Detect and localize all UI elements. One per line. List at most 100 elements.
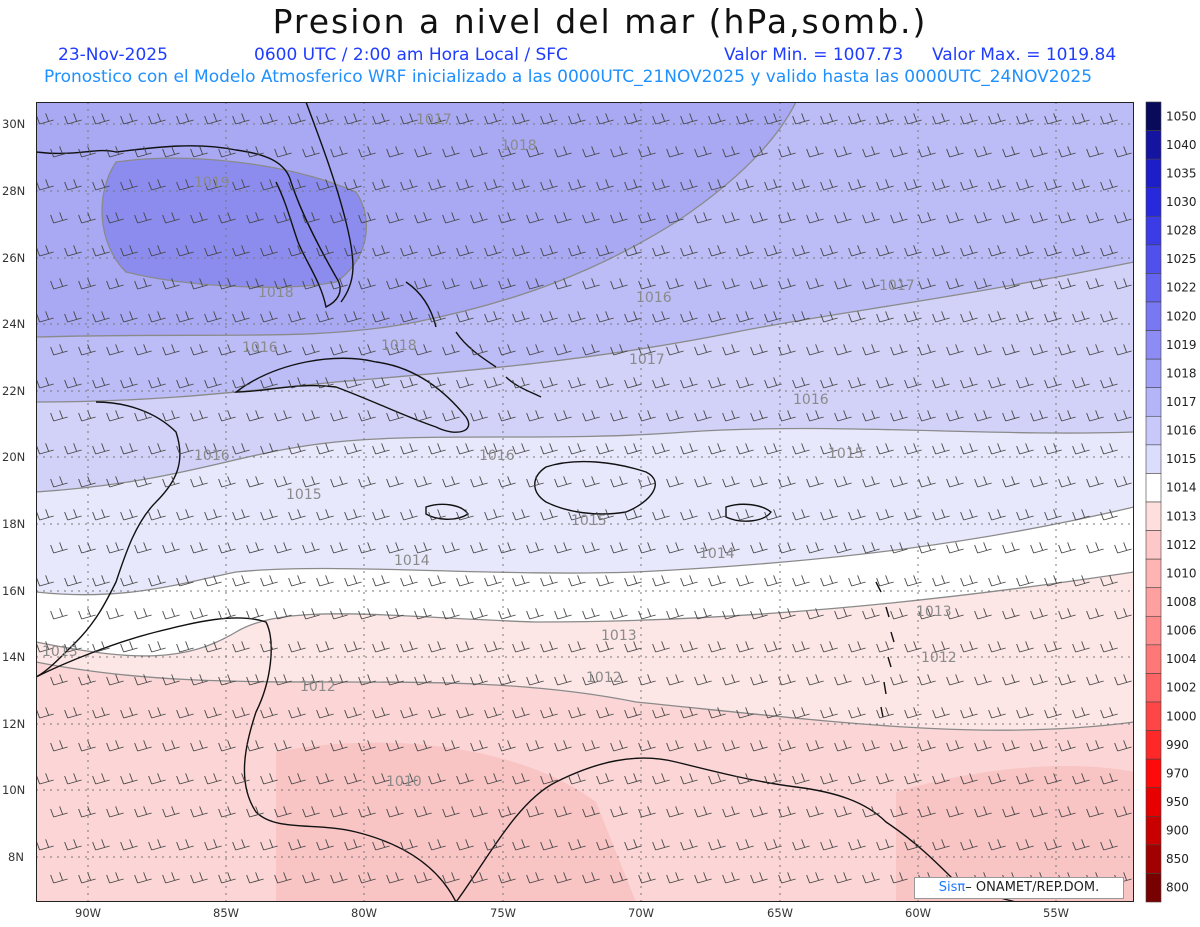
wind-barb: [386, 344, 404, 356]
wind-barb: [330, 212, 348, 224]
wind-barb: [442, 608, 460, 620]
colorbar-cell: [1145, 244, 1162, 274]
wind-barb: [988, 311, 1006, 323]
wind-barb: [232, 311, 250, 323]
wind-barb: [274, 212, 292, 224]
wind-barb: [848, 641, 866, 653]
wind-barb: [134, 740, 152, 752]
wind-barb: [652, 707, 670, 719]
wind-barb: [120, 377, 138, 389]
wind-barb: [1030, 608, 1048, 620]
wind-barb: [988, 839, 1006, 851]
wind-barb: [666, 476, 684, 488]
wind-barb: [512, 509, 530, 521]
wind-barb: [470, 806, 488, 818]
wind-barb: [974, 740, 992, 752]
wind-barb: [92, 245, 110, 257]
wind-barb: [596, 443, 614, 455]
wind-barb: [134, 542, 152, 554]
wind-barb: [792, 575, 810, 587]
wind-barb: [778, 740, 796, 752]
wind-barb: [232, 707, 250, 719]
wind-barb: [820, 575, 838, 587]
contour-label: 1012: [586, 670, 622, 686]
wind-barb: [862, 344, 880, 356]
wind-barb: [260, 443, 278, 455]
wind-barb: [428, 509, 446, 521]
wind-barb: [708, 113, 726, 125]
colorbar-cell: [1145, 101, 1162, 131]
colorbar-cell: [1145, 358, 1162, 389]
wind-barbs: [36, 113, 1132, 884]
wind-barb: [848, 311, 866, 323]
wind-barb: [50, 212, 68, 224]
wind-barb: [162, 872, 180, 884]
wind-barb: [1030, 806, 1048, 818]
wind-barb: [498, 476, 516, 488]
wind-barb: [176, 509, 194, 521]
colorbar-label: 800: [1166, 881, 1189, 895]
colorbar-label: 1013: [1166, 509, 1197, 523]
wind-barb: [106, 212, 124, 224]
wind-barb: [610, 674, 628, 686]
wind-barb: [1114, 740, 1132, 752]
wind-barb: [190, 542, 208, 554]
wind-barb: [820, 773, 838, 785]
wind-barb: [414, 278, 432, 290]
wind-barb: [736, 311, 754, 323]
wind-barb: [50, 146, 68, 158]
wind-barb: [484, 773, 502, 785]
wind-barb: [190, 608, 208, 620]
wind-barb: [568, 773, 586, 785]
wind-barb: [316, 575, 334, 587]
wind-barb: [386, 476, 404, 488]
wind-barb: [750, 146, 768, 158]
wind-barb: [554, 872, 572, 884]
wind-barb: [806, 410, 824, 422]
wind-barb: [974, 278, 992, 290]
wind-barb: [890, 344, 908, 356]
wind-barb: [414, 872, 432, 884]
wind-barb: [232, 113, 250, 125]
wind-barb: [484, 641, 502, 653]
wind-barb: [498, 344, 516, 356]
wind-barb: [918, 410, 936, 422]
wind-barb: [1100, 575, 1118, 587]
wind-barb: [456, 179, 474, 191]
wind-barb: [1030, 212, 1048, 224]
wind-barb: [316, 641, 334, 653]
wind-barb: [344, 443, 362, 455]
wind-barb: [1100, 707, 1118, 719]
wind-barb: [372, 179, 390, 191]
wind-barb: [176, 575, 194, 587]
wind-barb: [456, 113, 474, 125]
wind-barb: [106, 872, 124, 884]
wind-barb: [260, 311, 278, 323]
wind-barb: [708, 377, 726, 389]
wind-barb: [680, 443, 698, 455]
wind-barb: [1016, 113, 1034, 125]
wind-barb: [148, 245, 166, 257]
contour-label: 1013: [916, 604, 952, 620]
wind-barb: [456, 311, 474, 323]
wind-barb: [862, 872, 880, 884]
wind-barb: [694, 608, 712, 620]
wind-barb: [330, 146, 348, 158]
wind-barb: [246, 410, 264, 422]
wind-barb: [386, 608, 404, 620]
wind-barb: [582, 278, 600, 290]
wind-barb: [414, 410, 432, 422]
wind-barb: [960, 575, 978, 587]
wind-barb: [204, 113, 222, 125]
wind-barb: [260, 773, 278, 785]
coastlines: [36, 102, 1017, 902]
wind-barb: [176, 641, 194, 653]
wind-barb: [750, 542, 768, 554]
wind-barb: [862, 608, 880, 620]
wind-barb: [344, 509, 362, 521]
wind-barb: [946, 806, 964, 818]
wind-barb: [680, 113, 698, 125]
wind-barb: [834, 278, 852, 290]
wind-barb: [372, 839, 390, 851]
wind-barb: [162, 476, 180, 488]
